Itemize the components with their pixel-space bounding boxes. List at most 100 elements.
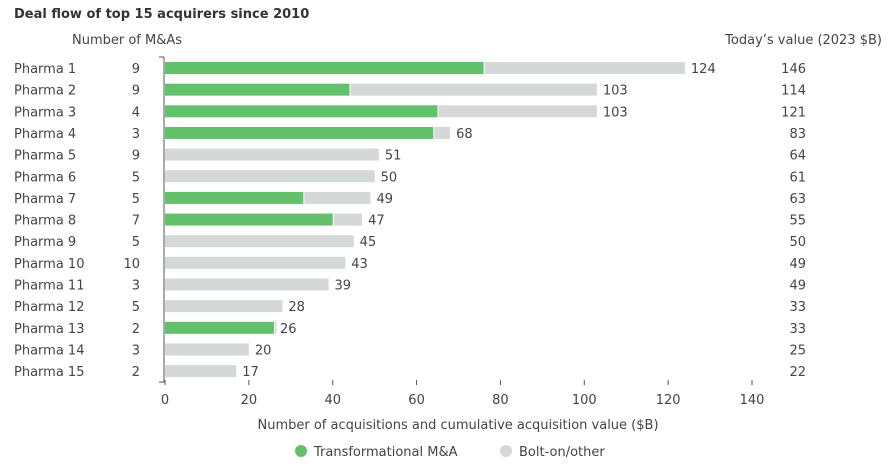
total-value-label: 43 — [351, 257, 368, 272]
todays-value-label: 49 — [789, 279, 806, 294]
left-column-header: Number of M&As — [72, 33, 182, 48]
bar-row: Pharma 2 9 103 114 — [14, 83, 806, 99]
legend: Transformational M&A Bolt-on/other — [295, 445, 605, 460]
num-mas-label: 9 — [132, 149, 140, 164]
todays-value-label: 33 — [789, 322, 806, 337]
total-value-label: 103 — [603, 105, 628, 120]
bar-row: Pharma 6 5 50 61 — [14, 170, 806, 185]
x-tick-label: 100 — [572, 393, 597, 408]
x-tick-label: 40 — [324, 393, 341, 408]
category-label: Pharma 6 — [14, 170, 76, 185]
legend-swatch — [500, 445, 512, 457]
todays-value-label: 25 — [789, 343, 806, 358]
bar-bolt-on — [165, 365, 237, 378]
bar-transformational — [165, 105, 438, 118]
bar-bolt-on — [165, 235, 354, 248]
total-value-label: 124 — [691, 62, 716, 77]
x-tick-label: 60 — [408, 393, 425, 408]
todays-value-label: 146 — [781, 62, 806, 77]
category-label: Pharma 4 — [14, 127, 76, 142]
total-value-label: 45 — [360, 235, 377, 250]
x-tick-label: 20 — [241, 393, 258, 408]
todays-value-label: 83 — [789, 127, 806, 142]
todays-value-label: 121 — [781, 105, 806, 120]
num-mas-label: 9 — [132, 84, 140, 99]
x-tick-label: 80 — [492, 393, 509, 408]
total-value-label: 51 — [385, 149, 402, 164]
bar-transformational — [165, 62, 484, 74]
total-value-label: 26 — [280, 322, 297, 337]
category-label: Pharma 5 — [14, 149, 76, 164]
legend-swatch — [295, 445, 307, 457]
category-label: Pharma 2 — [14, 84, 76, 99]
total-value-label: 20 — [255, 343, 272, 358]
bar-row: Pharma 11 3 39 49 — [14, 278, 806, 294]
category-label: Pharma 9 — [14, 235, 76, 250]
category-label: Pharma 11 — [14, 279, 84, 294]
bar-bolt-on — [165, 148, 379, 161]
todays-value-label: 33 — [789, 300, 806, 315]
todays-value-label: 114 — [781, 84, 806, 99]
category-label: Pharma 13 — [14, 322, 84, 337]
bar-row: Pharma 13 2 26 33 — [14, 321, 806, 337]
num-mas-label: 3 — [132, 127, 140, 142]
category-label: Pharma 8 — [14, 214, 76, 229]
num-mas-label: 5 — [132, 192, 140, 207]
x-tick-label: 140 — [740, 393, 765, 408]
bar-transformational — [165, 321, 275, 334]
total-value-label: 28 — [288, 300, 305, 315]
todays-value-label: 63 — [789, 192, 806, 207]
bar-row: Pharma 9 5 45 50 — [14, 235, 806, 250]
category-label: Pharma 14 — [14, 343, 84, 358]
num-mas-label: 4 — [132, 105, 140, 120]
category-label: Pharma 7 — [14, 192, 76, 207]
bar-bolt-on — [304, 191, 371, 204]
bar-row: Pharma 14 3 20 25 — [14, 343, 806, 358]
bar-row: Pharma 12 5 28 33 — [14, 300, 806, 315]
num-mas-label: 5 — [132, 300, 140, 315]
todays-value-label: 22 — [789, 365, 806, 380]
num-mas-label: 9 — [132, 62, 140, 77]
bar-row: Pharma 15 2 17 22 — [14, 365, 806, 380]
todays-value-label: 61 — [789, 170, 806, 185]
category-label: Pharma 12 — [14, 300, 84, 315]
category-label: Pharma 10 — [14, 257, 84, 272]
x-tick-label: 120 — [656, 393, 681, 408]
category-label: Pharma 3 — [14, 105, 76, 120]
bar-transformational — [165, 191, 304, 204]
bar-bolt-on — [333, 213, 363, 226]
num-mas-label: 3 — [132, 279, 140, 294]
bar-row: Pharma 4 3 68 83 — [14, 126, 806, 142]
bar-row: Pharma 5 9 51 64 — [14, 148, 806, 164]
bar-row: Pharma 8 7 47 55 — [14, 213, 806, 229]
num-mas-label: 2 — [132, 322, 140, 337]
bar-bolt-on — [165, 170, 375, 183]
bar-bolt-on — [350, 83, 597, 96]
num-mas-label: 7 — [132, 214, 140, 229]
bar-row: Pharma 3 4 103 121 — [14, 105, 806, 120]
x-tick-label: 0 — [161, 393, 169, 408]
total-value-label: 49 — [376, 192, 393, 207]
total-value-label: 68 — [456, 127, 473, 142]
todays-value-label: 64 — [789, 149, 806, 164]
num-mas-label: 5 — [132, 235, 140, 250]
bar-transformational — [165, 213, 333, 226]
bar-bolt-on — [165, 278, 329, 291]
bar-row: Pharma 1 9 124 146 — [14, 62, 806, 77]
num-mas-label: 2 — [132, 365, 140, 380]
bar-bolt-on — [165, 300, 283, 313]
total-value-label: 103 — [603, 84, 628, 99]
bar-bolt-on — [438, 105, 597, 118]
bar-row: Pharma 7 5 49 63 — [14, 191, 806, 207]
bar-bolt-on — [434, 126, 451, 139]
bar-bolt-on — [275, 321, 277, 334]
x-axis-ticks: 0 20 40 60 80 100 120 140 — [161, 380, 765, 408]
todays-value-label: 55 — [789, 214, 806, 229]
total-value-label: 39 — [335, 279, 352, 294]
right-column-header: Today’s value (2023 $B) — [724, 33, 882, 48]
num-mas-label: 10 — [123, 257, 140, 272]
category-label: Pharma 1 — [14, 62, 76, 77]
total-value-label: 17 — [242, 365, 259, 380]
todays-value-label: 50 — [789, 235, 806, 250]
